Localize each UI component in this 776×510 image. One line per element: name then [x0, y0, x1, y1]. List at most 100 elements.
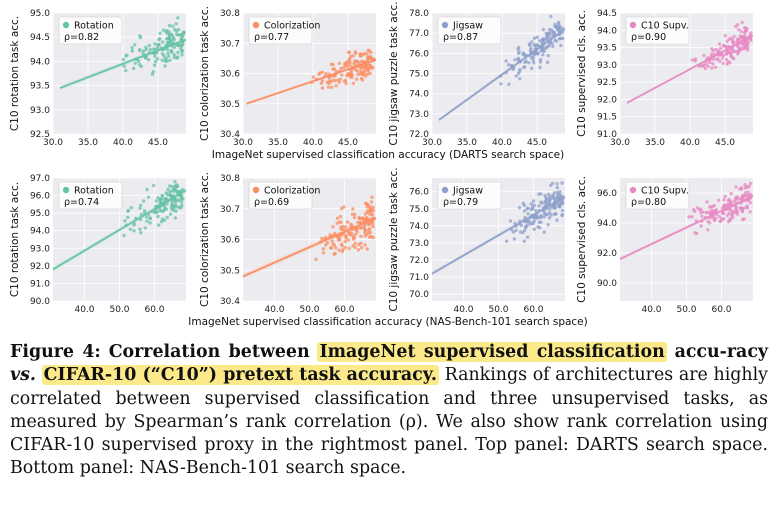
y-tick-label: 73.0 [409, 110, 429, 120]
data-point [555, 185, 559, 190]
scatter-panel: 72.0 73.0 74.0 75.0 76.0 77.0 78.0 30.0 35.0 40.0… [388, 1, 566, 148]
data-point [729, 191, 733, 196]
data-point [521, 230, 525, 235]
data-point [363, 212, 368, 216]
correlation-label: ρ=0.79 [443, 197, 478, 208]
data-point [170, 50, 174, 54]
data-point [176, 33, 181, 37]
data-point [741, 35, 745, 39]
x-tick-label: 30.0 [610, 138, 630, 148]
data-point [553, 212, 558, 216]
data-point [539, 49, 543, 53]
data-point [508, 219, 513, 223]
y-tick-label: 74.0 [409, 90, 429, 100]
data-point [182, 30, 186, 34]
data-point [139, 212, 143, 217]
data-point [714, 47, 718, 52]
data-point [513, 58, 517, 62]
data-point [363, 223, 367, 228]
y-tick-label: 30.7 [220, 39, 240, 49]
data-point [357, 242, 361, 247]
data-point [366, 67, 370, 72]
data-point [144, 215, 149, 219]
data-point [353, 232, 357, 237]
data-point [365, 58, 370, 63]
data-point [138, 48, 142, 52]
correlation-label: ρ=0.69 [254, 197, 289, 208]
data-point [732, 50, 736, 54]
data-point [734, 205, 738, 210]
data-point [371, 205, 375, 209]
x-tick-label: 45.0 [527, 138, 547, 148]
data-point [157, 43, 161, 47]
data-point [168, 190, 172, 194]
data-point [517, 205, 522, 210]
y-tick-label: 90.0 [30, 297, 50, 307]
data-point [175, 183, 179, 187]
data-point [739, 46, 744, 50]
data-point [138, 227, 142, 231]
caption-body: Rankings of architectures are highly cor… [10, 365, 769, 479]
data-point [168, 184, 172, 188]
data-point [369, 200, 374, 204]
data-point [525, 235, 530, 239]
data-point [139, 203, 143, 208]
data-point [332, 67, 337, 71]
data-point [532, 227, 536, 231]
data-point [359, 234, 363, 238]
data-point [176, 16, 180, 20]
data-point [321, 247, 326, 251]
data-point [166, 51, 170, 56]
data-point [710, 205, 714, 209]
y-tick-label: 93.0 [30, 106, 50, 116]
data-point [731, 40, 736, 45]
data-point [547, 210, 552, 215]
data-point [345, 64, 349, 69]
x-tick-label: 60.0 [711, 305, 731, 315]
y-tick-label: 70.0 [409, 290, 429, 300]
data-point [511, 230, 515, 234]
data-point [370, 195, 374, 199]
data-point [342, 205, 346, 209]
data-point [732, 199, 737, 203]
x-tick-label: 35.0 [457, 138, 477, 148]
data-point [175, 43, 179, 47]
data-point [133, 43, 137, 47]
correlation-label: ρ=0.74 [64, 197, 99, 208]
data-point [699, 210, 703, 215]
data-point [532, 61, 536, 65]
data-point [138, 206, 142, 210]
data-point [153, 47, 157, 51]
data-point [547, 31, 552, 35]
data-point [746, 190, 750, 194]
data-point [158, 31, 162, 35]
data-point [691, 208, 696, 212]
y-tick-label: 30.4 [220, 297, 240, 307]
data-point [355, 230, 359, 234]
data-point [717, 42, 722, 46]
data-point [130, 49, 134, 53]
data-point [144, 45, 148, 49]
data-point [155, 210, 159, 214]
data-point [350, 212, 355, 216]
data-point [537, 204, 541, 208]
x-tick-label: 40.0 [453, 305, 473, 315]
y-tick-label: 92.0 [597, 95, 617, 105]
data-point [516, 47, 520, 51]
data-point [532, 36, 537, 40]
caption-title-highlight2: CIFAR-10 (“C10”) pretext task accuracy. [41, 365, 439, 386]
legend-label: C10 Supv. [641, 21, 689, 32]
data-point [170, 34, 174, 38]
data-point [329, 62, 334, 66]
data-point [153, 54, 157, 58]
data-point [334, 246, 338, 250]
data-point [163, 207, 167, 211]
legend-marker [62, 186, 70, 194]
data-point [173, 187, 177, 191]
data-point [339, 214, 343, 219]
data-point [165, 202, 169, 206]
data-point [344, 234, 348, 238]
